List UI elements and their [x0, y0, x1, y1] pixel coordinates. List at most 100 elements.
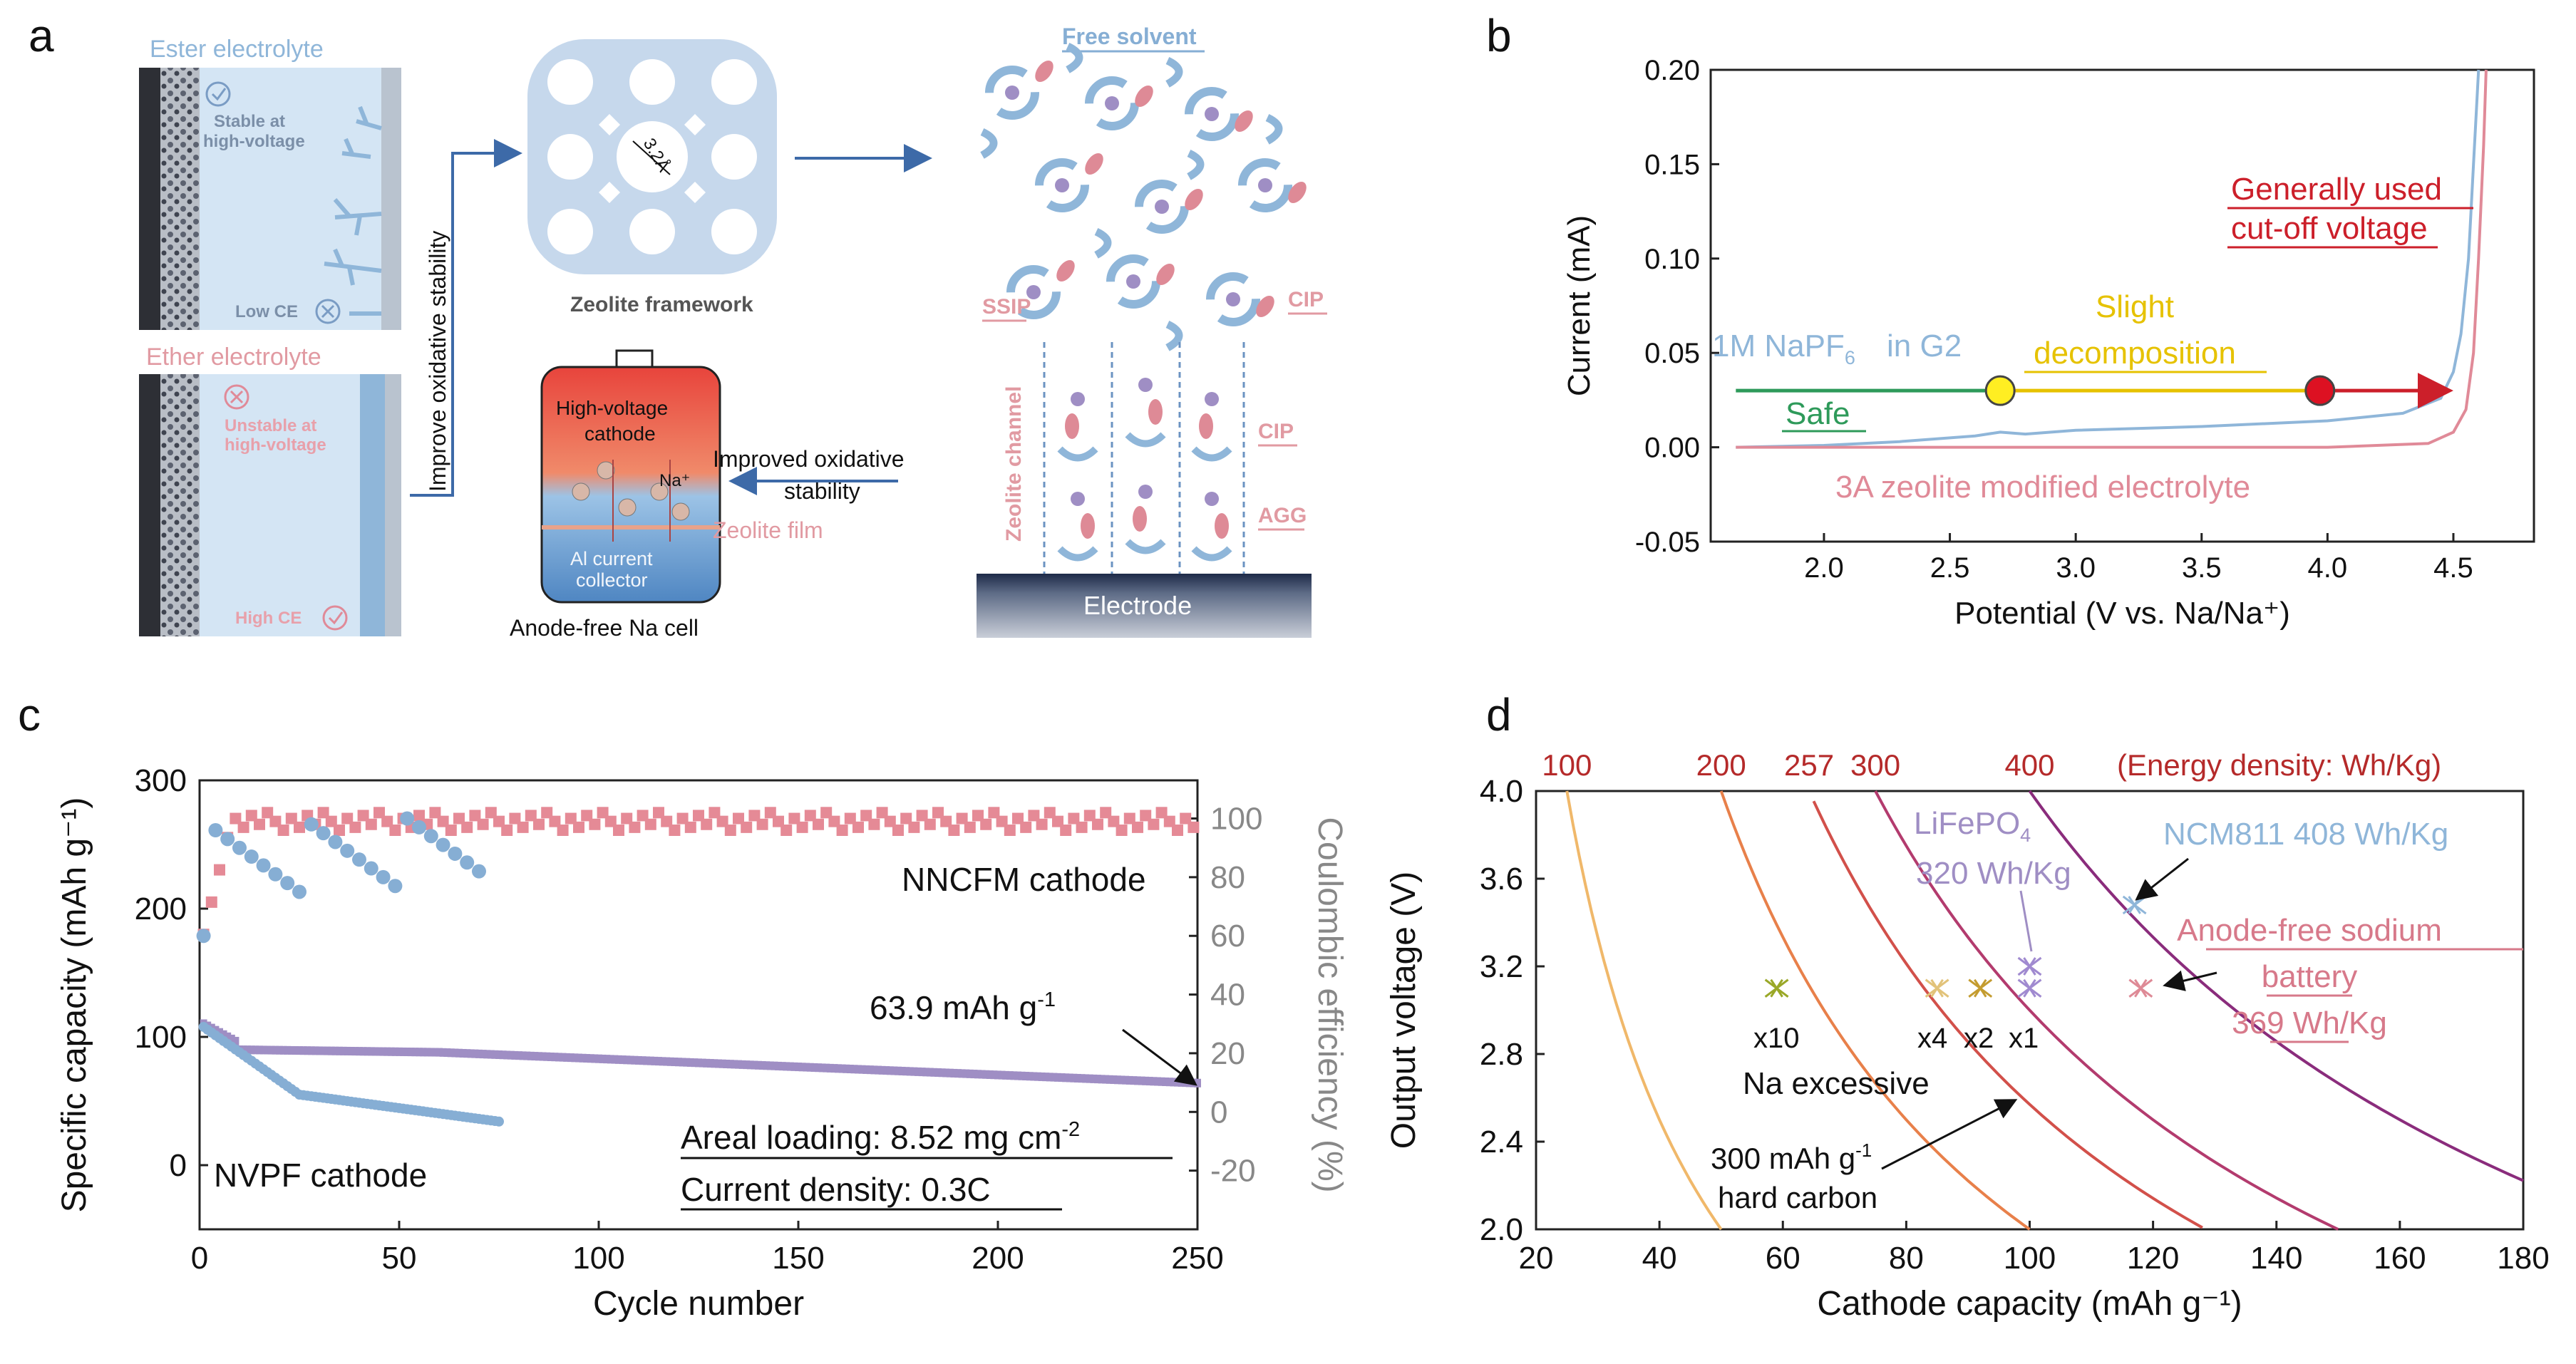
nncfm-capacity-point: [403, 1048, 411, 1057]
nncfm-ce-point: [756, 818, 768, 830]
nncfm-capacity-point: [806, 1063, 814, 1072]
y2-tick-label: -20: [1210, 1154, 1256, 1189]
legend-top-tail: in G2: [1887, 329, 1962, 363]
nncfm-ce-point: [541, 807, 553, 819]
nncfm-capacity-point: [227, 1034, 235, 1043]
areal-loading-label: Areal loading: 8.52 mg cm-2: [681, 1118, 1080, 1156]
nncfm-capacity-point: [715, 1059, 722, 1068]
nncfm-capacity-point: [1070, 1073, 1078, 1083]
capacity-arrow: [1122, 1028, 1197, 1086]
na-ion: [1205, 107, 1219, 121]
nncfm-capacity-point: [926, 1068, 934, 1077]
slight-label: Slight: [2096, 289, 2174, 324]
check-icon: [205, 81, 231, 107]
top-tick-label: 400: [2004, 748, 2054, 782]
nncfm-capacity-point: [843, 1064, 850, 1073]
nncfm-capacity-point: [986, 1070, 994, 1079]
nncfm-capacity-point: [483, 1050, 491, 1059]
free-solvent-molecule: [1094, 228, 1112, 259]
nncfm-capacity-point: [990, 1070, 998, 1080]
x-tick-label: 100: [572, 1241, 624, 1276]
nncfm-capacity-point: [431, 1048, 439, 1057]
y2-tick-label: 20: [1210, 1036, 1245, 1071]
nncfm-ce-point: [334, 825, 345, 836]
data-point-marker: [2017, 978, 2042, 998]
nncfm-ce-point: [820, 807, 833, 819]
y2-tick-label: 40: [1210, 978, 1245, 1013]
nncfm-ce-point: [1155, 807, 1168, 819]
nncfm-capacity-point: [1050, 1073, 1058, 1082]
panel-a: a Ester electrolyte Stable at high-volta…: [29, 10, 1327, 641]
nncfm-capacity-point: [910, 1067, 918, 1076]
nncfm-capacity-point: [304, 1046, 311, 1055]
x-tick-label: 100: [2004, 1241, 2056, 1276]
nncfm-capacity-point: [1046, 1073, 1053, 1082]
panel-c-label: c: [18, 689, 41, 740]
nncfm-capacity-point: [1138, 1076, 1145, 1085]
nncfm-capacity-point: [451, 1048, 459, 1058]
x10-label: x10: [1753, 1023, 1800, 1054]
nncfm-ce-point: [796, 821, 808, 833]
na-ion: [1105, 96, 1119, 110]
nncfm-capacity-point: [1002, 1070, 1010, 1080]
top-tick-label: 100: [1542, 748, 1592, 782]
nncfm-capacity-point: [635, 1055, 642, 1065]
data-point-marker: [1968, 978, 1993, 998]
nncfm-capacity-point: [666, 1057, 674, 1066]
free-solvent-molecule: [1165, 57, 1183, 88]
nncfm-capacity-point: [583, 1054, 591, 1063]
nncfm-ce-point: [733, 812, 744, 825]
nncfm-capacity-point: [356, 1047, 363, 1056]
nncfm-ce-point: [860, 810, 872, 822]
nncfm-capacity-point: [551, 1053, 559, 1062]
anode-free-cell: [540, 349, 721, 604]
nncfm-ce-point: [581, 810, 593, 822]
nncfm-ce-point: [900, 812, 912, 825]
na-ion: [1005, 86, 1019, 100]
nncfm-capacity-point: [1130, 1076, 1138, 1085]
nncfm-capacity-point: [886, 1066, 894, 1075]
nncfm-capacity-point: [503, 1050, 511, 1060]
cross-icon: [315, 299, 341, 324]
nncfm-ce-point: [748, 810, 761, 822]
plot-frame: [198, 779, 1199, 1231]
nncfm-ce-point: [1060, 825, 1072, 836]
nncfm-ce-point: [709, 807, 721, 819]
anion: [1085, 153, 1103, 175]
anion: [1081, 513, 1095, 539]
nncfm-ce-point: [437, 815, 449, 827]
y-tick-label: 3.6: [1480, 862, 1523, 897]
nncfm-capacity-point: [643, 1056, 651, 1065]
anion: [1156, 263, 1175, 286]
nvpf-ce-point: [232, 840, 247, 855]
nncfm-capacity-point: [1118, 1075, 1125, 1085]
x-tick-label: 150: [772, 1241, 824, 1276]
x-tick-label: 4.0: [2308, 552, 2348, 584]
y-tick-label: 2.4: [1480, 1125, 1523, 1159]
free-solvent-molecule: [1066, 43, 1083, 73]
nncfm-capacity-point: [224, 1032, 232, 1041]
legend-top: 1M NaPF6: [1712, 329, 1855, 368]
nncfm-capacity-point: [815, 1063, 822, 1073]
svg-text:Al current: Al current: [570, 548, 653, 569]
nncfm-ce-point: [892, 825, 904, 836]
nncfm-ce-point: [773, 815, 784, 827]
solvent-molecule: [1185, 87, 1239, 141]
y-tick-label: 0.05: [1644, 338, 1700, 369]
nncfm-capacity-point: [247, 1045, 255, 1055]
nncfm-ce-point: [724, 825, 736, 836]
nncfm-capacity-point: [299, 1046, 307, 1055]
nncfm-ce-point: [317, 807, 329, 819]
nncfm-capacity-point: [1086, 1074, 1093, 1083]
nncfm-ce-point: [604, 815, 617, 827]
current-density-label: Current density: 0.3C: [681, 1171, 991, 1208]
nncfm-capacity-point: [915, 1067, 922, 1076]
ester-lowce: Low CE: [235, 302, 298, 321]
nncfm-capacity-point: [423, 1048, 431, 1057]
nncfm-capacity-point: [1006, 1071, 1014, 1080]
x-tick-label: 200: [972, 1241, 1024, 1276]
nncfm-ce-point: [294, 821, 305, 833]
nncfm-capacity-point: [383, 1047, 391, 1056]
cell-caption: Anode-free Na cell: [510, 615, 699, 641]
